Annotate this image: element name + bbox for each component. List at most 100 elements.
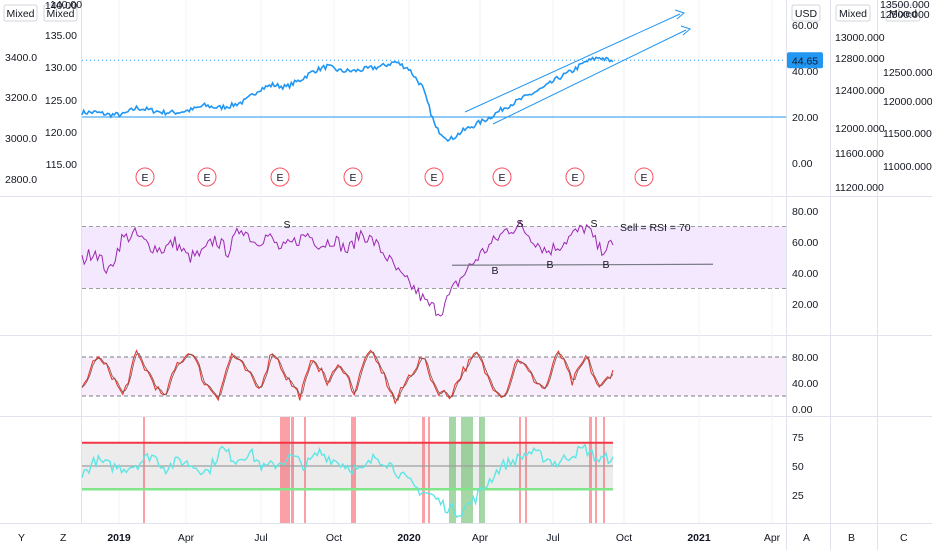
mixed-scale-label-4: Mixed <box>889 8 917 20</box>
channel-upper-line <box>464 13 681 113</box>
rsi-axis-tick: 80.00 <box>792 206 818 218</box>
sell-signal-bar <box>525 417 527 523</box>
time-axis: 2019 Apr Jul Oct 2020 Apr Jul Oct 2021 Apr <box>107 532 780 544</box>
earnings-marker-icon <box>424 167 444 187</box>
x-tick-label: 2020 <box>397 532 421 544</box>
axis-ticks: 60.00 40.00 20.00 0.00 140.00 135.00 130.00 125… <box>5 0 932 502</box>
far-left-axis-tick: 3000.0 <box>5 133 37 145</box>
rsi-signal-label: B <box>546 259 553 271</box>
price-axis-tick: 20.00 <box>792 112 818 124</box>
last-price-label: 44.65 <box>792 55 818 67</box>
earnings-marker-label: E <box>430 172 437 184</box>
stoch-k-line <box>81 349 614 405</box>
earnings-marker-label: E <box>349 172 356 184</box>
x-tick-label: Oct <box>616 532 632 544</box>
sell-signal-bar <box>291 417 294 523</box>
mid-axis-tick: 120.00 <box>45 127 77 139</box>
mixed-scale-label-3: Mixed <box>839 8 867 20</box>
mid-axis-tick: 125.00 <box>45 95 77 107</box>
earnings-marker-icon <box>565 167 585 187</box>
earnings-marker-label: E <box>498 172 505 184</box>
x-tick-label: Apr <box>178 532 195 544</box>
far-left-axis-tick: 2800.0 <box>5 174 37 186</box>
earnings-marker-label: E <box>640 172 647 184</box>
earnings-marker-label: E <box>276 172 283 184</box>
mixed-scale-button-2[interactable] <box>43 4 78 22</box>
right-axis-1-tick: 12000.000 <box>835 123 885 135</box>
right-axis-2-tick: 12500.000 <box>883 67 932 79</box>
osc-axis-tick: 50 <box>792 461 804 473</box>
rsi-signal-label: S <box>283 219 290 231</box>
oscillator-pane <box>81 417 614 523</box>
mid-axis-tick: 115.00 <box>46 159 77 171</box>
price-axis-tick: 40.00 <box>792 66 818 78</box>
sell-signal-bar <box>603 417 605 523</box>
earnings-marker-icon <box>197 167 217 187</box>
rsi-signal-label: S <box>516 218 523 230</box>
axis-c-button[interactable]: C <box>900 532 908 544</box>
sell-signal-bar <box>280 417 290 523</box>
rsi-axis-tick: 20.00 <box>792 299 818 311</box>
x-tick-label: Jul <box>254 532 267 544</box>
rsi-signal-label: S <box>590 218 597 230</box>
right-axis-2-tick: 11500.000 <box>883 128 932 140</box>
x-tick-label: Apr <box>764 532 781 544</box>
stoch-axis-tick: 80.00 <box>792 352 818 364</box>
earnings-marker-icon <box>492 167 512 187</box>
sell-signal-bar <box>422 417 425 523</box>
x-tick-label: 2021 <box>687 532 711 544</box>
x-tick-label: Apr <box>472 532 489 544</box>
stochastic-pane <box>81 349 786 405</box>
earnings-marker-icon <box>270 167 290 187</box>
right-axis-1-tick: 11200.000 <box>835 182 884 194</box>
zoom-scale-button[interactable]: Z <box>60 532 67 544</box>
rsi-signal-label: B <box>602 259 609 271</box>
mixed-scale-button-1[interactable] <box>3 4 38 22</box>
last-price-badge <box>787 52 823 69</box>
rsi-band <box>82 226 786 289</box>
rsi-line <box>81 220 614 317</box>
osc-axis-tick: 25 <box>792 490 804 502</box>
axis-a-button[interactable]: A <box>803 532 810 544</box>
earnings-marker-icon <box>135 167 155 187</box>
far-left-axis-tick: 3400.0 <box>5 52 37 64</box>
price-axis-tick: 0.00 <box>792 158 813 170</box>
earnings-marker-icon <box>343 167 363 187</box>
rsi-pane: Sell = RSI = 70 S S S B B B <box>81 218 786 317</box>
stoch-axis-tick: 0.00 <box>792 404 813 416</box>
stoch-axis-tick: 40.00 <box>792 378 818 390</box>
clipped-tick: 13500.000 <box>880 0 930 11</box>
buy-signal-bar <box>461 417 473 523</box>
buy-signal-bar <box>449 417 456 523</box>
osc-axis-tick: 75 <box>792 432 804 444</box>
axis-b-button[interactable]: B <box>848 532 855 544</box>
currency-button[interactable] <box>791 4 821 22</box>
currency-label: USD <box>795 8 818 20</box>
right-axis-2-tick: 12000.000 <box>883 96 932 108</box>
stoch-d-line <box>81 351 614 402</box>
arrow-head-icon <box>674 9 685 20</box>
sell-signal-bar <box>519 417 521 523</box>
mid-axis-tick: 140.00 <box>45 0 77 12</box>
year-scale-button[interactable]: Y <box>18 532 25 544</box>
earnings-marker-label: E <box>141 172 148 184</box>
right-axis-1-tick: 12400.000 <box>835 85 885 97</box>
sell-signal-bar <box>589 417 592 523</box>
price-axis-tick: 60.00 <box>792 20 818 32</box>
sell-signal-bar <box>143 417 145 523</box>
rsi-axis-tick: 40.00 <box>792 268 818 280</box>
earnings-marker-label: E <box>571 172 578 184</box>
price-line <box>81 56 614 143</box>
mid-axis-tick: 135.00 <box>45 30 77 42</box>
sell-signal-bar <box>304 417 306 523</box>
mixed-scale-button-4[interactable] <box>885 4 921 22</box>
sell-signal-bar <box>428 417 430 523</box>
arrow-head-icon <box>680 25 691 36</box>
clipped-tick: 140.00 <box>50 0 82 11</box>
mid-axis-tick: 130.00 <box>45 62 77 74</box>
right-axis-1-tick: 12800.000 <box>835 53 885 65</box>
right-axis-1-tick: 11600.000 <box>835 148 884 160</box>
mixed-scale-button-3[interactable] <box>835 4 871 22</box>
